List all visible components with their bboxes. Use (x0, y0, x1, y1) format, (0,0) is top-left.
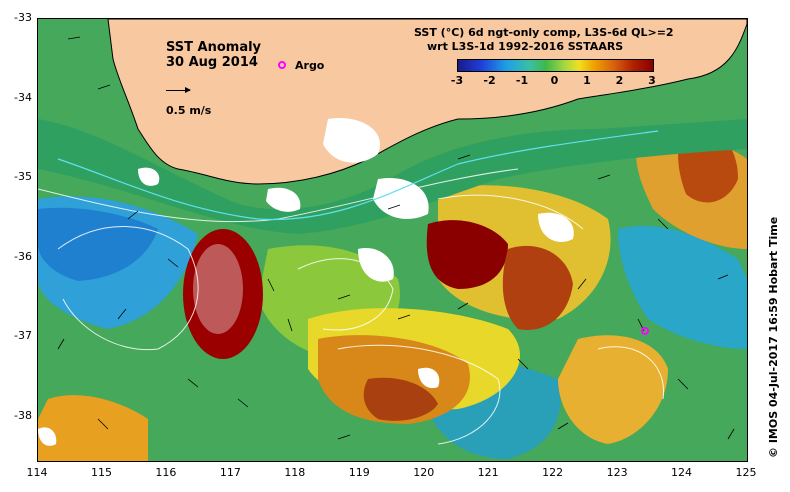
map-frame (37, 18, 748, 462)
colorbar-tick-label: 0 (550, 74, 559, 87)
colorbar-tick-label: 2 (615, 74, 624, 87)
y-tick-label: -34 (14, 90, 32, 104)
argo-legend-label: Argo (295, 59, 325, 72)
colorbar-tick-label: 3 (648, 74, 656, 87)
colorbar-tick-label: -3 (450, 74, 464, 87)
x-tick-label: 123 (606, 466, 628, 479)
x-tick-label: 121 (477, 466, 499, 479)
y-tick-label: -38 (14, 408, 32, 422)
sst-anomaly-map (38, 19, 747, 461)
colorbar-title-line1: SST (°C) 6d ngt-only comp, L3S-6d QL>=2 (414, 26, 674, 39)
map-date: 30 Aug 2014 (166, 55, 258, 70)
x-tick-label: 124 (671, 466, 693, 479)
y-tick-label: -35 (14, 170, 32, 183)
colorbar-tick-label: -1 (515, 74, 529, 87)
colorbar (457, 59, 654, 72)
argo-marker-icon (278, 61, 286, 69)
colorbar-tick-label: 1 (583, 74, 591, 87)
scale-label: 0.5 m/s (166, 104, 212, 117)
x-tick-label: 122 (542, 466, 564, 479)
colorbar-tick-label: -2 (483, 74, 496, 87)
argo-float-icon (641, 327, 649, 335)
x-tick-label: 118 (284, 466, 306, 479)
x-tick-label: 117 (219, 466, 241, 479)
y-tick-label: -33 (14, 11, 32, 24)
scale-arrow-icon (166, 87, 191, 93)
x-tick-label: 114 (26, 466, 48, 479)
x-tick-label: 125 (735, 466, 757, 479)
credit-text: © IMOS 04-Jul-2017 16:59 Hobart Time (767, 216, 780, 458)
y-tick-label: -37 (14, 329, 32, 342)
x-tick-label: 116 (155, 466, 177, 479)
map-title: SST Anomaly (166, 40, 262, 55)
y-tick-label: -36 (14, 249, 32, 263)
x-tick-label: 119 (348, 466, 370, 479)
x-tick-label: 115 (90, 466, 112, 479)
x-tick-label: 120 (413, 466, 435, 479)
colorbar-title-line2: wrt L3S-1d 1992-2016 SSTAARS (427, 40, 624, 53)
